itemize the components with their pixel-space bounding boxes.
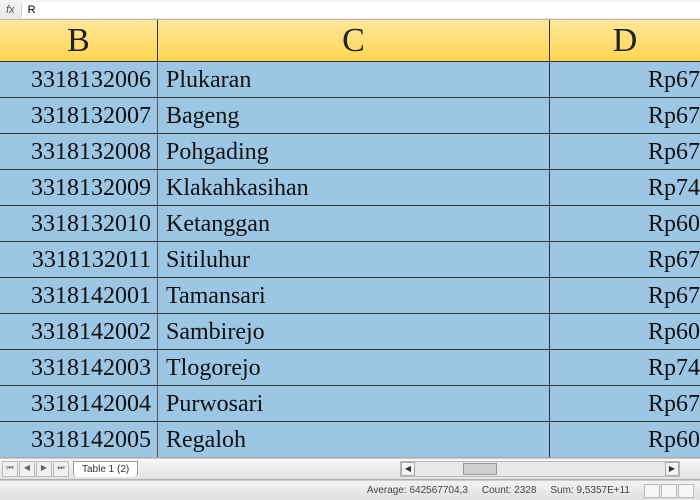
- table-row: 3318132006PlukaranRp67: [0, 62, 700, 98]
- horizontal-scrollbar[interactable]: ◀ ▶: [400, 461, 680, 477]
- column-header-d[interactable]: D: [550, 20, 700, 61]
- cell-code[interactable]: 3318142003: [0, 350, 158, 385]
- cell-name[interactable]: Tlogorejo: [158, 350, 550, 385]
- table-row: 3318132009KlakahkasihanRp74: [0, 170, 700, 206]
- cell-amount[interactable]: Rp67: [550, 386, 700, 421]
- cell-amount[interactable]: Rp67: [550, 134, 700, 169]
- cell-name[interactable]: Sitiluhur: [158, 242, 550, 277]
- hscroll-left[interactable]: ◀: [401, 462, 415, 476]
- cell-name[interactable]: Tamansari: [158, 278, 550, 313]
- sheet-tab-bar: ⏮ ◀ ▶ ⏭ Table 1 (2) ◀ ▶: [0, 458, 700, 480]
- cell-code[interactable]: 3318142005: [0, 422, 158, 457]
- table-row: 3318142002SambirejoRp60: [0, 314, 700, 350]
- hscroll-right[interactable]: ▶: [665, 462, 679, 476]
- table-row: 3318142005RegalohRp60: [0, 422, 700, 458]
- cell-code[interactable]: 3318132009: [0, 170, 158, 205]
- sheet-tab[interactable]: Table 1 (2): [73, 461, 138, 477]
- view-normal[interactable]: [644, 484, 660, 498]
- column-header-b[interactable]: B: [0, 20, 158, 61]
- cell-code[interactable]: 3318132008: [0, 134, 158, 169]
- fx-label: fx: [0, 4, 22, 16]
- table-row: 3318142004PurwosariRp67: [0, 386, 700, 422]
- cell-code[interactable]: 3318142002: [0, 314, 158, 349]
- tab-nav-prev[interactable]: ◀: [19, 461, 35, 477]
- spreadsheet-grid: B C D 3318132006PlukaranRp673318132007Ba…: [0, 20, 700, 458]
- hscroll-track[interactable]: [415, 462, 665, 476]
- table-row: 3318132011SitiluhurRp67: [0, 242, 700, 278]
- tab-nav-last[interactable]: ⏭: [53, 461, 69, 477]
- status-bar: Average: 642567704,3 Count: 2328 Sum: 9,…: [0, 480, 700, 500]
- formula-input[interactable]: [22, 2, 700, 18]
- cell-amount[interactable]: Rp60: [550, 422, 700, 457]
- cell-code[interactable]: 3318132011: [0, 242, 158, 277]
- view-buttons: [644, 484, 694, 498]
- cell-amount[interactable]: Rp74: [550, 350, 700, 385]
- cell-name[interactable]: Sambirejo: [158, 314, 550, 349]
- rows-container: 3318132006PlukaranRp673318132007BagengRp…: [0, 62, 700, 458]
- cell-name[interactable]: Ketanggan: [158, 206, 550, 241]
- cell-amount[interactable]: Rp67: [550, 278, 700, 313]
- table-row: 3318142003TlogorejoRp74: [0, 350, 700, 386]
- column-header-c[interactable]: C: [158, 20, 550, 61]
- cell-amount[interactable]: Rp67: [550, 242, 700, 277]
- column-headers-row: B C D: [0, 20, 700, 62]
- cell-code[interactable]: 3318132006: [0, 62, 158, 97]
- tab-nav-next[interactable]: ▶: [36, 461, 52, 477]
- cell-name[interactable]: Regaloh: [158, 422, 550, 457]
- cell-name[interactable]: Pohgading: [158, 134, 550, 169]
- cell-code[interactable]: 3318142001: [0, 278, 158, 313]
- hscroll-thumb[interactable]: [463, 463, 497, 475]
- cell-code[interactable]: 3318142004: [0, 386, 158, 421]
- view-page[interactable]: [661, 484, 677, 498]
- status-count: Count: 2328: [482, 485, 537, 496]
- table-row: 3318132010KetangganRp60: [0, 206, 700, 242]
- cell-code[interactable]: 3318132007: [0, 98, 158, 133]
- tab-nav-first[interactable]: ⏮: [2, 461, 18, 477]
- cell-amount[interactable]: Rp60: [550, 206, 700, 241]
- status-sum: Sum: 9,5357E+11: [550, 485, 630, 496]
- cell-amount[interactable]: Rp67: [550, 98, 700, 133]
- cell-amount[interactable]: Rp67: [550, 62, 700, 97]
- cell-code[interactable]: 3318132010: [0, 206, 158, 241]
- cell-amount[interactable]: Rp60: [550, 314, 700, 349]
- table-row: 3318132007BagengRp67: [0, 98, 700, 134]
- view-break[interactable]: [678, 484, 694, 498]
- cell-name[interactable]: Plukaran: [158, 62, 550, 97]
- table-row: 3318142001TamansariRp67: [0, 278, 700, 314]
- cell-name[interactable]: Purwosari: [158, 386, 550, 421]
- status-average: Average: 642567704,3: [367, 485, 468, 496]
- cell-name[interactable]: Bageng: [158, 98, 550, 133]
- table-row: 3318132008PohgadingRp67: [0, 134, 700, 170]
- cell-name[interactable]: Klakahkasihan: [158, 170, 550, 205]
- formula-bar: fx: [0, 0, 700, 20]
- cell-amount[interactable]: Rp74: [550, 170, 700, 205]
